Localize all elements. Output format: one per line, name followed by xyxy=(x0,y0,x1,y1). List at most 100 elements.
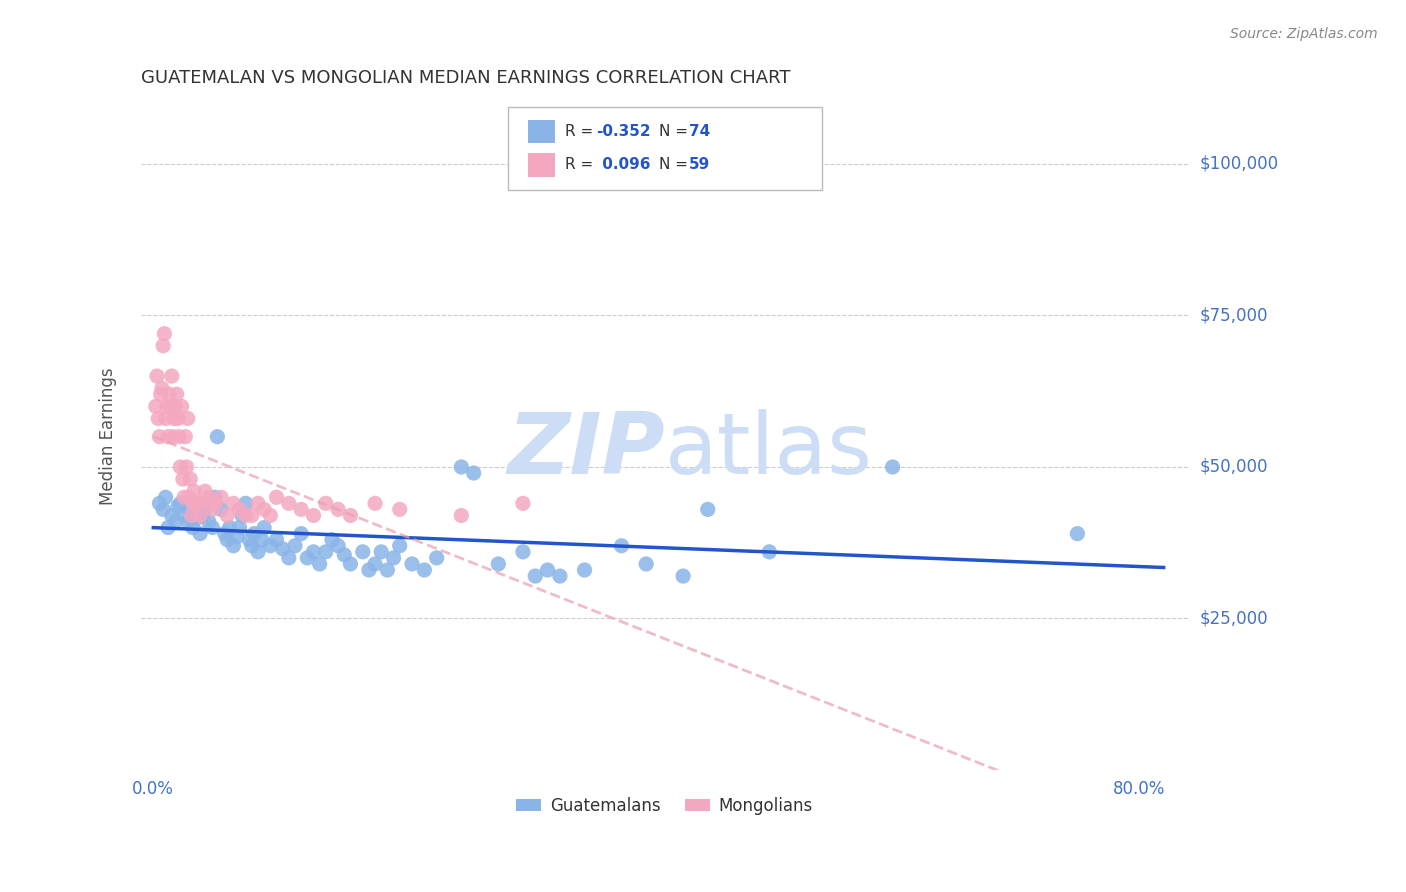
Mongolians xyxy=(173,490,195,504)
Guatemalans xyxy=(186,511,208,525)
Mongolians xyxy=(512,496,534,510)
Guatemalans xyxy=(352,545,374,559)
Guatemalans xyxy=(179,502,201,516)
Guatemalans xyxy=(191,508,214,523)
Mongolians xyxy=(450,508,472,523)
Guatemalans xyxy=(610,539,633,553)
Mongolians xyxy=(176,460,198,475)
Text: N =: N = xyxy=(659,124,693,139)
Guatemalans xyxy=(188,526,211,541)
Guatemalans xyxy=(426,550,449,565)
Mongolians xyxy=(181,496,204,510)
Legend: Guatemalans, Mongolians: Guatemalans, Mongolians xyxy=(510,790,820,822)
Guatemalans xyxy=(364,557,387,571)
Text: 74: 74 xyxy=(689,124,710,139)
Guatemalans xyxy=(209,502,232,516)
Mongolians xyxy=(186,496,208,510)
Guatemalans xyxy=(231,508,253,523)
Guatemalans xyxy=(321,533,343,547)
Mongolians xyxy=(167,430,190,444)
Mongolians xyxy=(152,339,174,353)
Mongolians xyxy=(197,490,219,504)
Guatemalans xyxy=(259,539,281,553)
Guatemalans xyxy=(228,520,250,534)
Guatemalans xyxy=(377,563,399,577)
Guatemalans xyxy=(181,520,204,534)
Mongolians xyxy=(290,502,312,516)
Guatemalans xyxy=(235,496,257,510)
Mongolians xyxy=(155,411,177,425)
Mongolians xyxy=(201,502,224,516)
Guatemalans xyxy=(277,550,299,565)
Guatemalans xyxy=(247,545,270,559)
Mongolians xyxy=(157,430,180,444)
Guatemalans xyxy=(636,557,658,571)
Mongolians xyxy=(339,508,361,523)
Mongolians xyxy=(156,400,179,414)
Guatemalans xyxy=(1066,526,1088,541)
Guatemalans xyxy=(536,563,558,577)
Text: Source: ZipAtlas.com: Source: ZipAtlas.com xyxy=(1230,27,1378,41)
Text: GUATEMALAN VS MONGOLIAN MEDIAN EARNINGS CORRELATION CHART: GUATEMALAN VS MONGOLIAN MEDIAN EARNINGS … xyxy=(141,69,790,87)
Mongolians xyxy=(247,496,270,510)
Guatemalans xyxy=(290,526,312,541)
Guatemalans xyxy=(486,557,509,571)
Mongolians xyxy=(174,430,197,444)
Text: N =: N = xyxy=(659,157,693,172)
Mongolians xyxy=(148,411,170,425)
Guatemalans xyxy=(326,539,349,553)
Mongolians xyxy=(160,369,183,384)
Guatemalans xyxy=(152,502,174,516)
FancyBboxPatch shape xyxy=(529,153,554,177)
Guatemalans xyxy=(169,496,191,510)
Guatemalans xyxy=(271,541,294,556)
Guatemalans xyxy=(238,533,260,547)
Mongolians xyxy=(146,369,169,384)
Mongolians xyxy=(209,490,232,504)
Guatemalans xyxy=(302,545,325,559)
Guatemalans xyxy=(339,557,361,571)
Guatemalans xyxy=(370,545,392,559)
Guatemalans xyxy=(413,563,436,577)
Guatemalans xyxy=(382,550,405,565)
Mongolians xyxy=(179,472,201,486)
Mongolians xyxy=(145,400,167,414)
Mongolians xyxy=(170,400,193,414)
Guatemalans xyxy=(297,550,319,565)
Mongolians xyxy=(302,508,325,523)
Guatemalans xyxy=(524,569,547,583)
Guatemalans xyxy=(574,563,596,577)
Mongolians xyxy=(163,411,186,425)
Mongolians xyxy=(222,496,245,510)
Guatemalans xyxy=(197,515,219,529)
Mongolians xyxy=(157,387,180,401)
Guatemalans xyxy=(222,539,245,553)
Mongolians xyxy=(388,502,411,516)
Guatemalans xyxy=(165,515,187,529)
Mongolians xyxy=(194,484,217,499)
Guatemalans xyxy=(548,569,571,583)
Mongolians xyxy=(172,472,194,486)
Mongolians xyxy=(235,508,257,523)
Text: -0.352: -0.352 xyxy=(596,124,651,139)
Guatemalans xyxy=(194,502,217,516)
Guatemalans xyxy=(204,490,226,504)
Mongolians xyxy=(364,496,387,510)
Mongolians xyxy=(165,400,187,414)
Guatemalans xyxy=(155,490,177,504)
Guatemalans xyxy=(333,548,356,562)
FancyBboxPatch shape xyxy=(529,120,554,144)
Guatemalans xyxy=(284,539,307,553)
Mongolians xyxy=(177,490,200,504)
Mongolians xyxy=(177,411,200,425)
Guatemalans xyxy=(173,508,195,523)
Guatemalans xyxy=(357,563,380,577)
Text: $25,000: $25,000 xyxy=(1199,609,1268,627)
Mongolians xyxy=(266,490,288,504)
Guatemalans xyxy=(463,466,485,480)
Guatemalans xyxy=(250,533,273,547)
Text: $50,000: $50,000 xyxy=(1199,458,1268,476)
Mongolians xyxy=(188,508,211,523)
Guatemalans xyxy=(214,526,236,541)
Guatemalans xyxy=(315,545,337,559)
